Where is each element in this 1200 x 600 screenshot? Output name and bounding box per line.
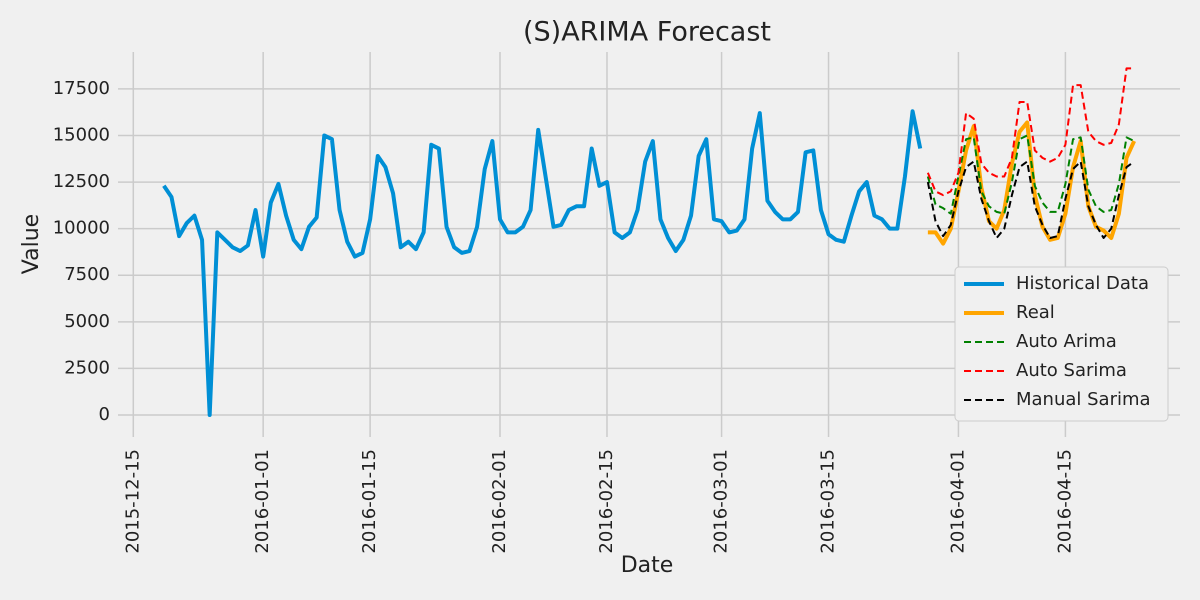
series-line [926, 134, 1135, 215]
legend-label: Real [1016, 302, 1055, 323]
y-tick-label: 17500 [53, 78, 110, 99]
x-tick-label: 2016-04-15 [1054, 449, 1075, 554]
x-tick-label: 2016-02-01 [489, 449, 510, 554]
legend-box [954, 266, 1169, 422]
y-tick-label: 2500 [64, 357, 110, 378]
x-tick-label: 2016-01-01 [252, 449, 273, 554]
y-axis-label: Value [19, 214, 44, 274]
x-tick-label: 2015-12-15 [122, 449, 143, 554]
series-line [926, 67, 1135, 197]
y-tick-label: 5000 [64, 311, 110, 332]
x-tick-label: 2016-01-15 [359, 449, 380, 554]
x-axis-label: Date [621, 553, 674, 578]
y-tick-label: 0 [99, 404, 110, 425]
y-tick-label: 7500 [64, 264, 110, 285]
y-tick-label: 10000 [53, 218, 110, 239]
y-tick-label: 15000 [53, 124, 110, 145]
legend-label: Auto Arima [1016, 331, 1117, 352]
y-tick-label: 12500 [53, 171, 110, 192]
legend-label: Auto Sarima [1016, 360, 1127, 381]
x-tick-label: 2016-02-15 [596, 449, 617, 554]
legend-label: Manual Sarima [1016, 389, 1151, 410]
legend-label: Historical Data [1016, 273, 1149, 294]
chart-title: (S)ARIMA Forecast [523, 17, 771, 48]
x-tick-label: 2016-04-01 [947, 449, 968, 554]
x-tick-label: 2016-03-15 [818, 449, 839, 554]
series-line [162, 109, 923, 418]
x-tick-label: 2016-03-01 [711, 449, 732, 554]
series-line [927, 120, 1136, 246]
legend: Historical Data Real Auto Arima Auto Sarima… [954, 266, 1169, 422]
series-line [926, 160, 1135, 239]
